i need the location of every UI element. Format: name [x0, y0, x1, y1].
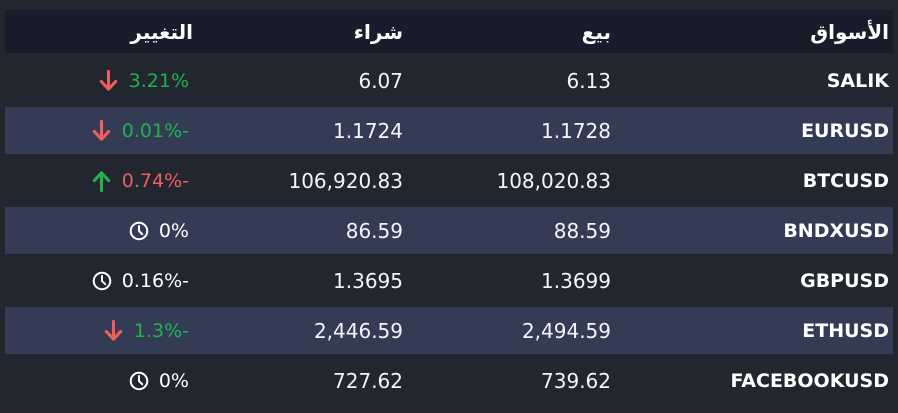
change-percent: 0% [158, 219, 189, 242]
market-symbol: SALIK [826, 69, 889, 92]
sell-price: 1.3699 [541, 268, 611, 293]
table-row[interactable]: ETHUSD 2,494.59 2,446.59 -1.3% [5, 307, 893, 354]
change-percent: -1.3% [133, 319, 189, 342]
market-symbol: BTCUSD [802, 169, 889, 192]
table-row[interactable]: EURUSD 1.1728 1.1724 -0.01% [5, 107, 893, 154]
sell-price: 108,020.83 [496, 168, 611, 193]
change-percent: 3.21% [128, 69, 189, 92]
change-percent: -0.01% [121, 119, 189, 142]
sell-price: 1.1728 [541, 118, 611, 143]
change-cell: -0.16% [5, 270, 197, 292]
header-buy: شراء [353, 19, 403, 44]
market-symbol: ETHUSD [802, 319, 889, 342]
header-sell: بيع [581, 19, 611, 44]
table-row[interactable]: BTCUSD 108,020.83 106,920.83 -0.74% [5, 157, 893, 204]
change-cell: 0% [5, 370, 197, 392]
sell-price: 739.62 [541, 368, 611, 393]
change-percent: -0.74% [121, 169, 189, 192]
change-cell: -0.74% [5, 168, 197, 194]
market-symbol: EURUSD [801, 119, 889, 142]
arrow-up-icon [90, 168, 113, 194]
market-symbol: BNDXUSD [783, 219, 889, 242]
sell-price: 88.59 [553, 218, 611, 243]
buy-price: 106,920.83 [288, 168, 403, 193]
sell-price: 6.13 [566, 68, 611, 93]
buy-price: 6.07 [358, 68, 403, 93]
buy-price: 86.59 [345, 218, 403, 243]
table-header-row: الأسواق بيع شراء التغيير [5, 10, 893, 53]
arrow-down-icon [90, 118, 113, 144]
buy-price: 1.1724 [333, 118, 403, 143]
sell-price: 2,494.59 [521, 318, 611, 343]
table-row[interactable]: GBPUSD 1.3699 1.3695 -0.16% [5, 257, 893, 304]
header-change: التغيير [130, 19, 193, 44]
header-markets: الأسواق [810, 19, 889, 44]
market-symbol: GBPUSD [800, 269, 889, 292]
buy-price: 727.62 [333, 368, 403, 393]
change-cell: 0% [5, 220, 197, 242]
change-percent: 0% [158, 369, 189, 392]
table-row[interactable]: FACEBOOKUSD 739.62 727.62 0% [5, 357, 893, 404]
market-symbol: FACEBOOKUSD [730, 369, 890, 392]
table-row[interactable]: BNDXUSD 88.59 86.59 0% [5, 207, 893, 254]
change-cell: -0.01% [5, 118, 197, 144]
change-cell: 3.21% [5, 68, 197, 94]
change-cell: -1.3% [5, 318, 197, 344]
table-row[interactable]: SALIK 6.13 6.07 3.21% [5, 57, 893, 104]
clock-icon [128, 370, 150, 392]
buy-price: 1.3695 [333, 268, 403, 293]
change-percent: -0.16% [121, 269, 189, 292]
buy-price: 2,446.59 [313, 318, 403, 343]
arrow-down-icon [102, 318, 125, 344]
clock-icon [91, 270, 113, 292]
arrow-down-icon [97, 68, 120, 94]
clock-icon [128, 220, 150, 242]
